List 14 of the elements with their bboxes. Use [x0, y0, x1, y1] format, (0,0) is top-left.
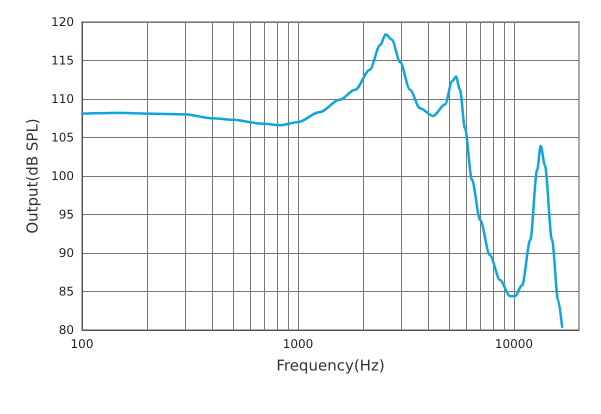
- y-tick-label: 80: [58, 323, 74, 337]
- y-tick-label: 105: [51, 130, 74, 144]
- x-axis-title: Frequency(Hz): [276, 356, 385, 374]
- y-tick-label: 90: [58, 246, 74, 260]
- y-tick-label: 120: [51, 15, 74, 29]
- x-tick-label: 10000: [494, 337, 534, 351]
- y-tick-label: 85: [58, 284, 74, 298]
- y-axis-title: Output(dB SPL): [24, 118, 42, 234]
- y-tick-label: 100: [51, 169, 74, 183]
- x-tick-label: 100: [70, 337, 94, 351]
- x-tick-label: 1000: [282, 337, 314, 351]
- y-tick-label: 115: [51, 54, 74, 68]
- y-tick-label: 95: [58, 208, 74, 222]
- y-tick-label: 110: [51, 92, 74, 106]
